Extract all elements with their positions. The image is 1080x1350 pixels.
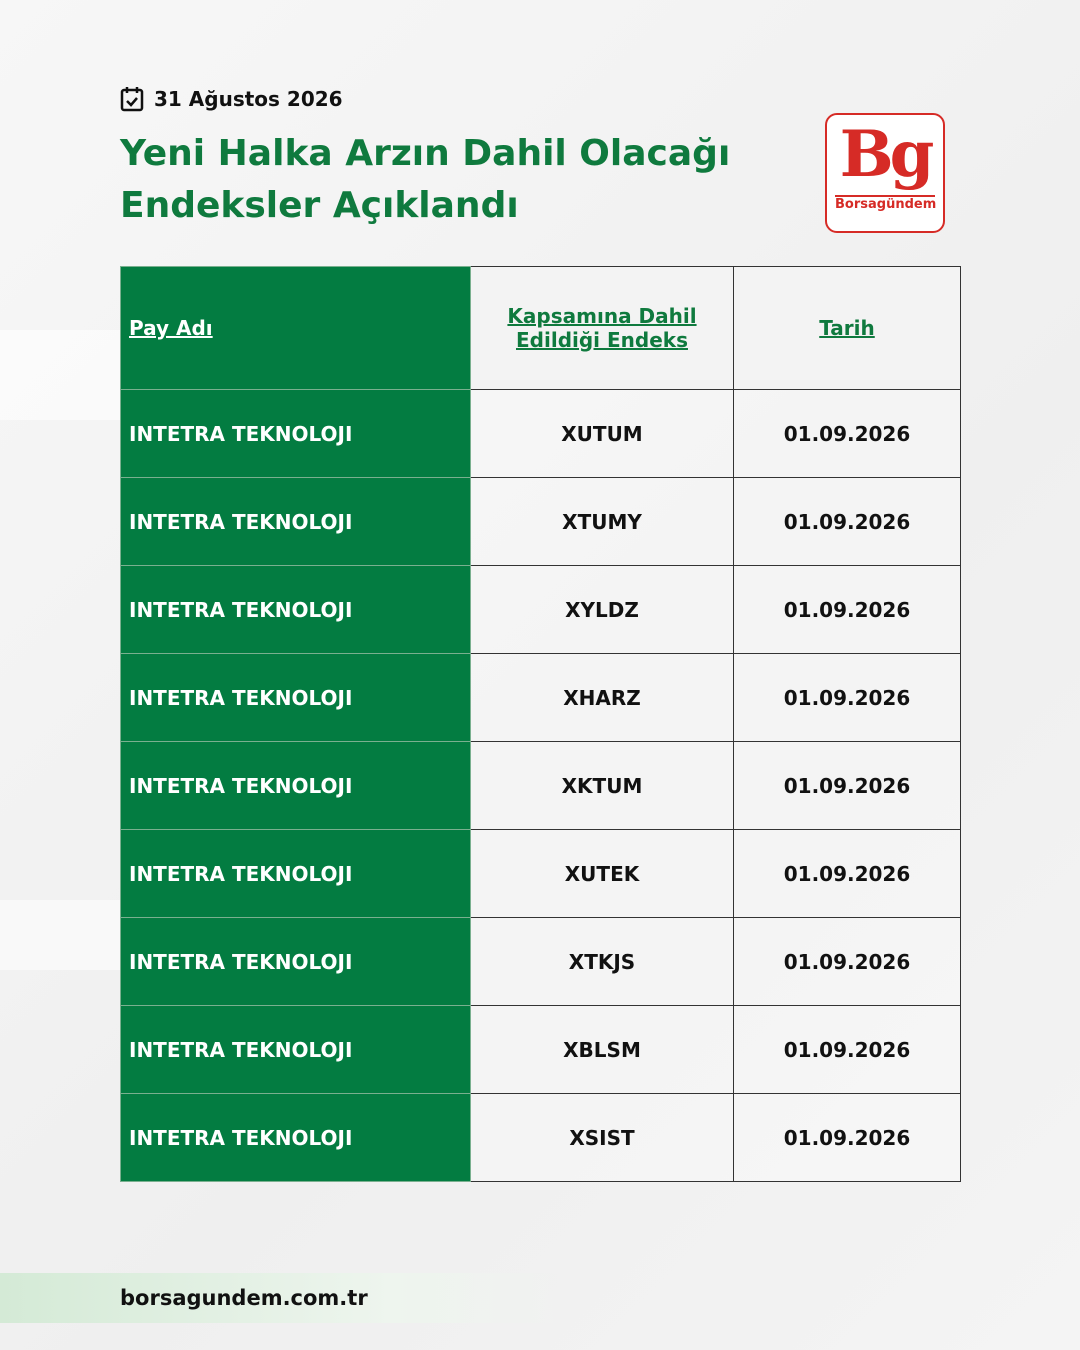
- logo: Bg Borsagündem: [825, 113, 945, 233]
- header-cell: Tarih: [733, 266, 961, 390]
- table-cell: 01.09.2026: [733, 917, 961, 1006]
- table-cell: INTETRA TEKNOLOJI: [120, 1093, 471, 1182]
- table-cell: INTETRA TEKNOLOJI: [120, 1005, 471, 1094]
- table-cell: 01.09.2026: [733, 1093, 961, 1182]
- table-cell: XTUMY: [470, 477, 734, 566]
- table-cell: 01.09.2026: [733, 389, 961, 478]
- header-cell: Kapsamına Dahil Edildiği Endeks: [470, 266, 734, 390]
- table-row: INTETRA TEKNOLOJI XUTEK 01.09.2026: [120, 829, 961, 918]
- footer-band: [0, 1273, 560, 1323]
- table-row: INTETRA TEKNOLOJI XTUMY 01.09.2026: [120, 477, 961, 566]
- logo-text: Borsagündem: [835, 195, 937, 212]
- table-cell: INTETRA TEKNOLOJI: [120, 829, 471, 918]
- table: Pay Adı Kapsamına Dahil Edildiği Endeks Ta…: [120, 266, 961, 1182]
- table-row: INTETRA TEKNOLOJI XSIST 01.09.2026: [120, 1093, 961, 1182]
- logo-mark: Bg: [839, 117, 935, 192]
- table-cell: XSIST: [470, 1093, 734, 1182]
- table-cell: INTETRA TEKNOLOJI: [120, 917, 471, 1006]
- table-row: INTETRA TEKNOLOJI XBLSM 01.09.2026: [120, 1005, 961, 1094]
- table-row: INTETRA TEKNOLOJI XKTUM 01.09.2026: [120, 741, 961, 830]
- table-cell: 01.09.2026: [733, 565, 961, 654]
- calendar-icon: [120, 87, 144, 112]
- table-row: INTETRA TEKNOLOJI XUTUM 01.09.2026: [120, 389, 961, 478]
- website: borsagundem.com.tr: [120, 1286, 368, 1310]
- date: 31 Ağustos 2026: [120, 86, 343, 112]
- table-cell: XBLSM: [470, 1005, 734, 1094]
- title-line: Endeksler Açıklandı: [120, 185, 519, 226]
- table-cell: XYLDZ: [470, 565, 734, 654]
- table-cell: INTETRA TEKNOLOJI: [120, 565, 471, 654]
- date-text: 31 Ağustos 2026: [154, 87, 343, 111]
- table-row: INTETRA TEKNOLOJI XHARZ 01.09.2026: [120, 653, 961, 742]
- header-cell: Pay Adı: [120, 266, 471, 390]
- table-row: INTETRA TEKNOLOJI XYLDZ 01.09.2026: [120, 565, 961, 654]
- table-cell: 01.09.2026: [733, 477, 961, 566]
- table-cell: INTETRA TEKNOLOJI: [120, 741, 471, 830]
- table-row: INTETRA TEKNOLOJI XTKJS 01.09.2026: [120, 917, 961, 1006]
- table-cell: INTETRA TEKNOLOJI: [120, 389, 471, 478]
- table-cell: 01.09.2026: [733, 1005, 961, 1094]
- table-cell: 01.09.2026: [733, 653, 961, 742]
- table-cell: 01.09.2026: [733, 741, 961, 830]
- table-cell: XHARZ: [470, 653, 734, 742]
- table-cell: XUTUM: [470, 389, 734, 478]
- table-cell: XTKJS: [470, 917, 734, 1006]
- table-cell: INTETRA TEKNOLOJI: [120, 477, 471, 566]
- title-line: Yeni Halka Arzın Dahil Olacağı: [120, 133, 731, 174]
- table-cell: XUTEK: [470, 829, 734, 918]
- table-cell: INTETRA TEKNOLOJI: [120, 653, 471, 742]
- table-cell: 01.09.2026: [733, 829, 961, 918]
- table-cell: XKTUM: [470, 741, 734, 830]
- title: Yeni Halka Arzın Dahil Olacağı Endeksler …: [120, 128, 730, 232]
